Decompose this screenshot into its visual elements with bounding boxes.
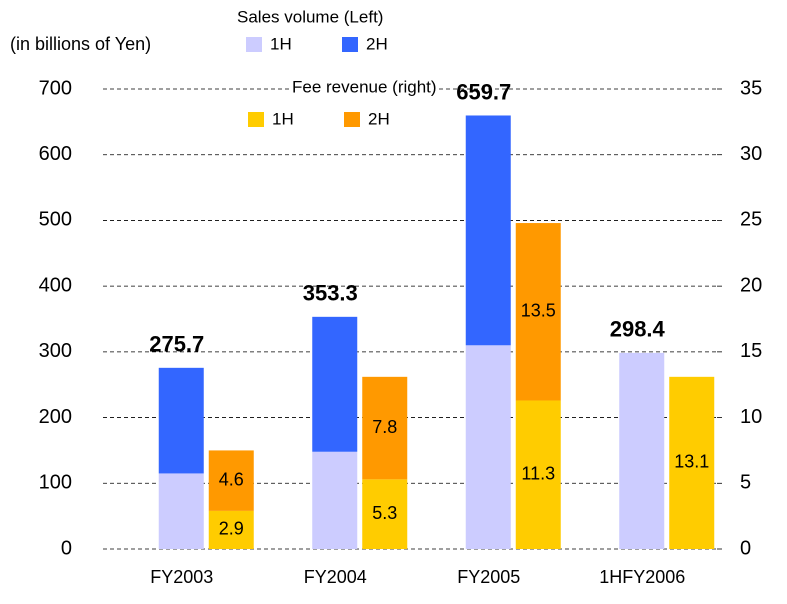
- bar-segment: [158, 473, 204, 549]
- x-tick-label: FY2005: [457, 567, 520, 587]
- y-tick-label: 200: [39, 406, 72, 428]
- bar-segment: [515, 400, 561, 549]
- y2-tick-label: 0: [740, 537, 751, 559]
- data-label: 7.8: [372, 417, 397, 437]
- y2-tick-label: 10: [740, 406, 762, 428]
- legend-bg: [290, 77, 439, 97]
- x-tick-label: 1HFY2006: [599, 567, 685, 587]
- total-label: 659.7: [456, 79, 511, 104]
- total-label: 298.4: [610, 317, 666, 342]
- data-label: 2.9: [219, 519, 244, 539]
- bar-segment: [669, 376, 715, 549]
- legend-title: Sales volume (Left): [237, 7, 383, 26]
- total-label: 353.3: [303, 281, 358, 306]
- y-tick-label: 600: [39, 143, 72, 165]
- bar-segment: [619, 352, 665, 549]
- legend-swatch: [344, 112, 360, 127]
- legend-title: Fee revenue (right): [292, 77, 437, 96]
- bar-segment: [312, 451, 358, 549]
- legend-label: 2H: [368, 109, 390, 128]
- y-tick-label: 500: [39, 209, 72, 231]
- data-label: 5.3: [372, 503, 397, 523]
- y2-tick-label: 20: [740, 274, 762, 296]
- legend-swatch: [246, 37, 262, 52]
- y2-tick-label: 30: [740, 143, 762, 165]
- y2-tick-label: 5: [740, 472, 751, 494]
- legend-label: 1H: [272, 109, 294, 128]
- y-tick-label: 300: [39, 340, 72, 362]
- y-tick-label: 400: [39, 274, 72, 296]
- data-label: 4.6: [219, 469, 244, 489]
- bar-segment: [465, 115, 511, 346]
- bar-segment: [465, 345, 511, 549]
- y-unit-label: (in billions of Yen): [10, 34, 151, 54]
- bar-segment: [312, 316, 358, 452]
- data-label: 13.1: [674, 452, 709, 472]
- y2-tick-label: 25: [740, 209, 762, 231]
- bar-segment: [208, 510, 254, 549]
- bar-segment: [362, 479, 408, 549]
- legend-swatch: [248, 112, 264, 127]
- bar-segment: [515, 223, 561, 401]
- data-label: 11.3: [521, 463, 555, 483]
- total-label: 275.7: [149, 332, 204, 357]
- y2-tick-label: 35: [740, 77, 762, 99]
- y-tick-label: 100: [39, 472, 72, 494]
- y-tick-label: 700: [39, 77, 72, 99]
- bar-segment: [362, 376, 408, 480]
- y2-tick-label: 15: [740, 340, 762, 362]
- x-tick-label: FY2003: [150, 567, 213, 587]
- legend-label: 2H: [366, 34, 388, 53]
- x-tick-label: FY2004: [304, 567, 367, 587]
- legend-swatch: [342, 37, 358, 52]
- bar-segment: [208, 450, 254, 511]
- data-label: 13.5: [521, 301, 556, 321]
- bar-segment: [158, 367, 204, 474]
- y-tick-label: 0: [61, 537, 72, 559]
- legend-label: 1H: [270, 34, 292, 53]
